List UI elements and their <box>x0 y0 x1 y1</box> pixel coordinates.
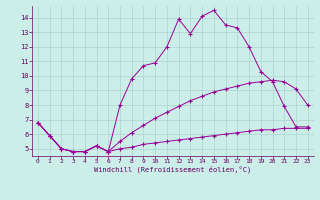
X-axis label: Windchill (Refroidissement éolien,°C): Windchill (Refroidissement éolien,°C) <box>94 166 252 173</box>
